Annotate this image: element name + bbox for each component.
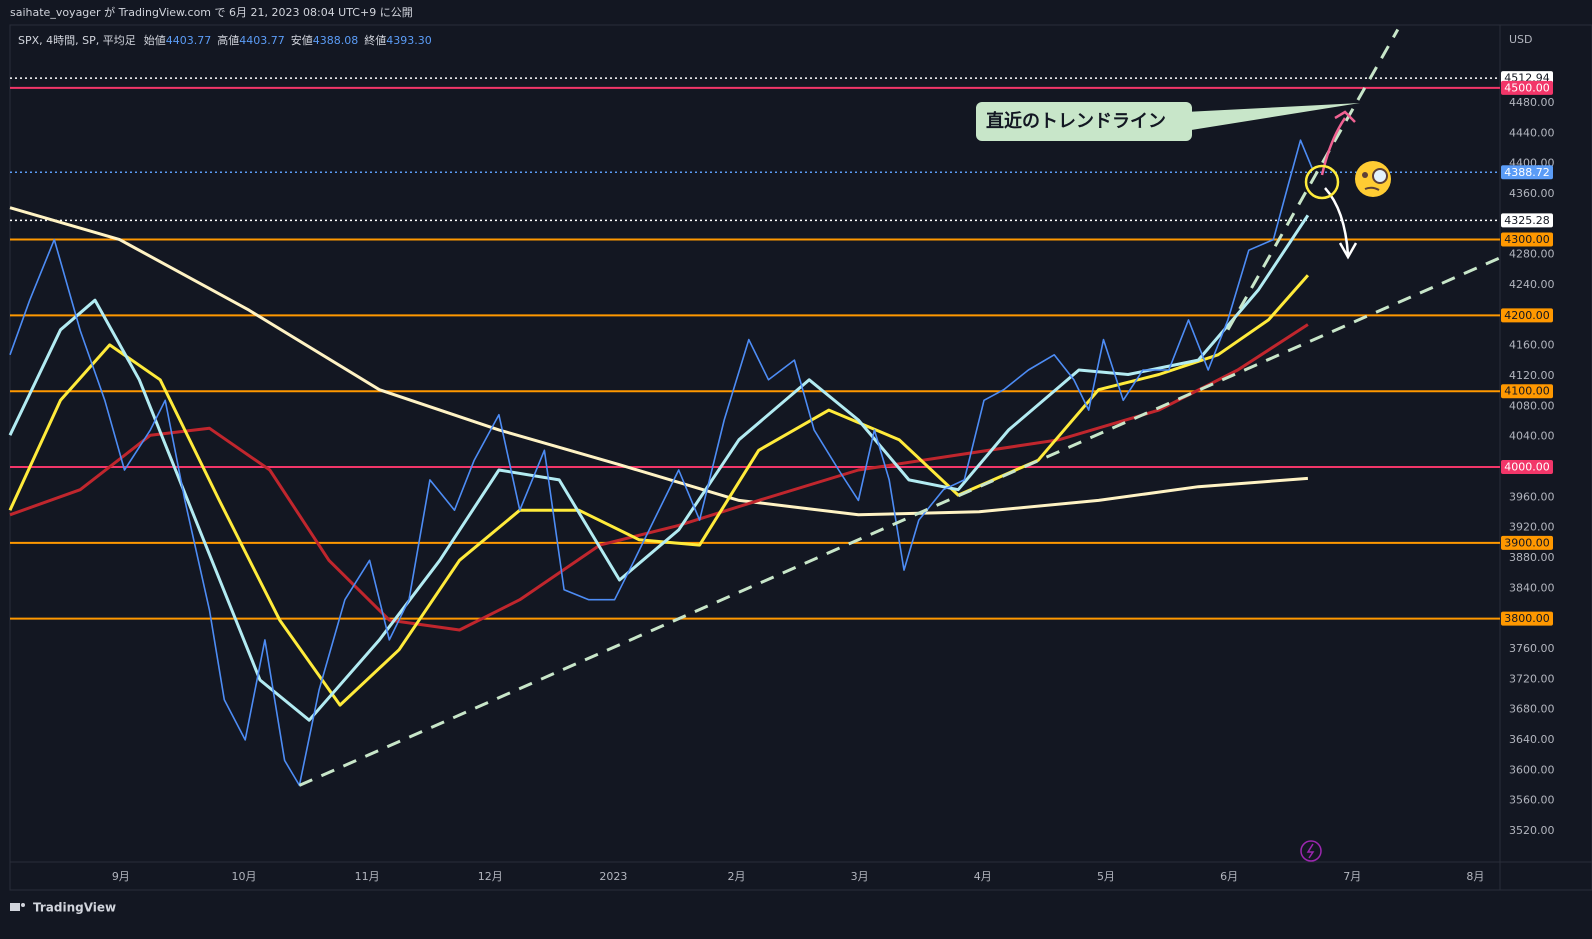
up-arrowhead [1334,110,1356,123]
callout-pointer [1185,103,1360,131]
level-badge [1501,232,1553,247]
level-badge [1501,611,1553,626]
frame [9,24,1592,891]
ohlc-value: 4393.30 [386,34,432,47]
annotation: 直近のトレンドライン [986,110,1166,132]
y-tick-label: 3600.00 [1509,763,1555,776]
level-label: 4200.00 [1504,309,1550,322]
y-tick-label: 3640.00 [1509,733,1555,746]
down-arrow [1324,187,1350,256]
y-tick-label: 4360.00 [1509,187,1555,200]
y-tick-label: 4480.00 [1509,96,1555,109]
y-tick-label: 3520.00 [1509,824,1555,837]
y-tick-label: 3840.00 [1509,581,1555,594]
callout-box [976,102,1192,141]
level-label: 3900.00 [1504,536,1550,549]
currency: USD [1509,33,1533,46]
ohlc-label: 安値 [291,33,313,47]
level-badge [1501,384,1553,399]
overlay [298,28,1501,787]
up-arrow [1320,117,1347,176]
series-line [9,323,1309,632]
symbol-legend: SPX, 4時間, SP, 平均足 始値4403.77 高値4403.77 安値438… [18,33,432,47]
level-label: 4325.28 [1504,214,1550,227]
y-tick-label: 3760.00 [1509,642,1555,655]
replay-icon[interactable] [1300,840,1322,862]
level-badge [1501,308,1553,323]
down-arrowhead [1338,242,1358,260]
level-label: 4500.00 [1504,81,1550,94]
ohlc-label: 終値 [364,33,386,47]
level-label: 4300.00 [1504,233,1550,246]
ohlc-value: 4403.77 [239,34,285,47]
x-tick-label: 5月 [1097,870,1115,883]
x-tick-label: 3月 [851,870,869,883]
y-tick-label: 3920.00 [1509,521,1555,534]
y-tick-label: 3960.00 [1509,490,1555,503]
header: saihate_voyager が TradingView.com で 6月 2… [10,5,413,19]
y-tick-label: 4120.00 [1509,369,1555,382]
x-tick-label: 6月 [1220,870,1238,883]
y-tick-label: 4440.00 [1509,126,1555,139]
x-tick-label: 4月 [974,870,992,883]
x-tick-label: 7月 [1343,870,1361,883]
symbol: SPX, 4時間, SP, 平均足 [18,34,136,47]
level-badge [1501,80,1553,95]
emoji [1355,161,1391,197]
x-tick-label: 12月 [478,870,503,883]
y-tick-label: 3560.00 [1509,794,1555,807]
level-label: 3800.00 [1504,612,1550,625]
level-label: 4000.00 [1504,461,1550,474]
y-tick-label: 4040.00 [1509,430,1555,443]
series-line [9,206,1309,517]
x-tick-label: 11月 [355,870,380,883]
ohlc-value: 4388.08 [313,34,359,47]
y-tick-label: 3680.00 [1509,703,1555,716]
level-badge [1501,460,1553,475]
y-tick-label: 3880.00 [1509,551,1555,564]
plot [8,77,1500,787]
x-tick-label: 2023 [599,870,627,883]
x-tick-label: 10月 [231,870,256,883]
trendline [1226,28,1400,331]
series-line [8,214,1310,722]
level-badge [1501,213,1553,228]
x-tick-label: 2月 [728,870,746,883]
trendline [298,256,1501,787]
logo[interactable]: TradingView [10,901,116,915]
series-line [9,139,1314,787]
y-tick-label: 4160.00 [1509,339,1555,352]
ohlc-label: 高値 [217,33,239,47]
ohlc-label: 始値 [144,33,166,47]
brand: TradingView [33,901,116,915]
y-tick-label: 4240.00 [1509,278,1555,291]
x-tick-label: 8月 [1466,870,1484,883]
level-badge [1501,165,1553,180]
y-tick-label: 4280.00 [1509,248,1555,261]
ohlc-value: 4403.77 [166,34,212,47]
level-badge [1501,535,1553,550]
highlight-circle [1304,164,1340,200]
level-label: 4388.72 [1504,166,1550,179]
y-tick-label: 4080.00 [1509,399,1555,412]
y-tick-label: 3720.00 [1509,672,1555,685]
x-tick-label: 9月 [112,870,130,883]
level-label: 4100.00 [1504,385,1550,398]
